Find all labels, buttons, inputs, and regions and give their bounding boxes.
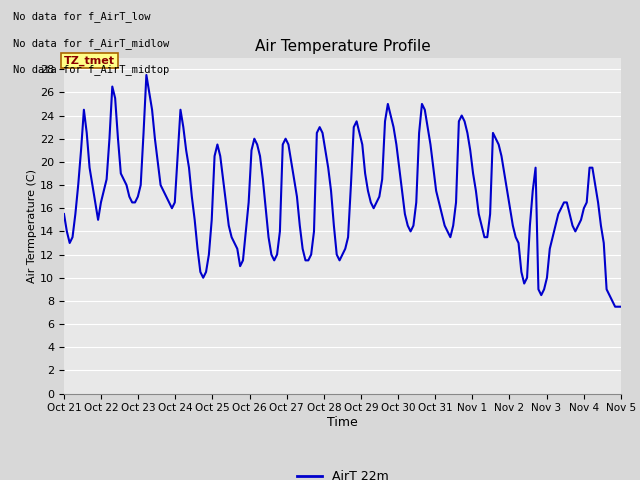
Text: No data for f_AirT_midtop: No data for f_AirT_midtop xyxy=(13,64,169,75)
Y-axis label: Air Termperature (C): Air Termperature (C) xyxy=(28,168,37,283)
Text: No data for f_AirT_midlow: No data for f_AirT_midlow xyxy=(13,37,169,48)
Text: TZ_tmet: TZ_tmet xyxy=(64,55,115,66)
X-axis label: Time: Time xyxy=(327,416,358,429)
Text: No data for f_AirT_low: No data for f_AirT_low xyxy=(13,11,150,22)
Legend: AirT 22m: AirT 22m xyxy=(292,465,393,480)
Title: Air Temperature Profile: Air Temperature Profile xyxy=(255,39,430,54)
